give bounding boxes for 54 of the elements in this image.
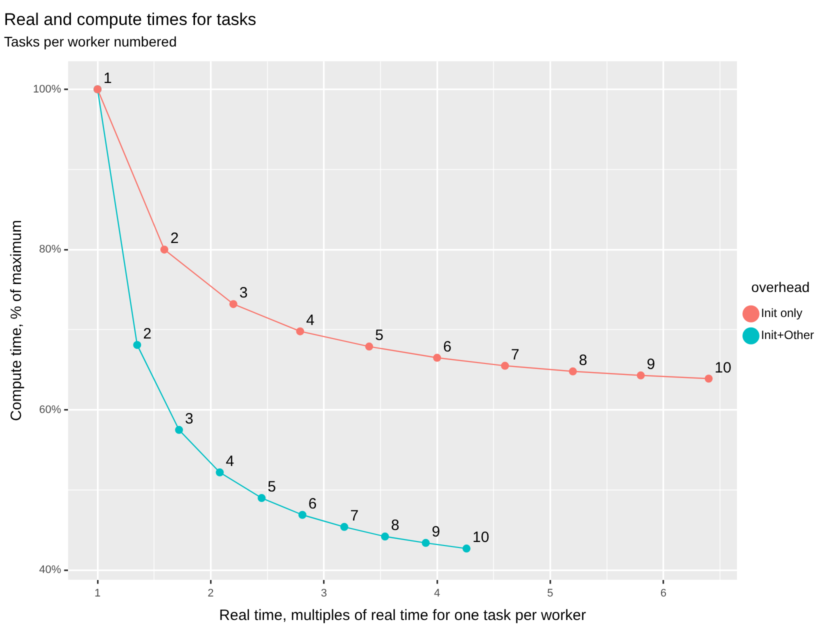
- point: [500, 362, 509, 370]
- annotation: 5: [268, 478, 276, 496]
- annotation: 4: [226, 453, 234, 470]
- annotation: 6: [308, 496, 317, 513]
- point: [704, 374, 713, 383]
- point: [422, 538, 430, 547]
- legend-label: Init+Other: [760, 328, 814, 342]
- annotation: 7: [350, 508, 359, 525]
- point: [296, 327, 304, 336]
- x-tick-label: 3: [320, 587, 327, 600]
- legend-label: Init only: [760, 306, 802, 320]
- annotation: 9: [646, 356, 656, 374]
- point: [216, 468, 224, 476]
- x-tick-label: 4: [434, 587, 440, 600]
- annotation: 5: [375, 327, 384, 344]
- annotation: 10: [472, 529, 490, 546]
- annotation: 8: [578, 352, 588, 370]
- x-tick-label: 2: [208, 587, 214, 600]
- annotation: 3: [185, 410, 194, 428]
- y-tick-label: 40%: [39, 564, 62, 576]
- x-tick-label: 1: [94, 587, 101, 600]
- point: [340, 522, 348, 531]
- chart-title: Real and compute times for tasks: [4, 10, 256, 29]
- point: [433, 354, 442, 362]
- y-axis-title: Compute time, % of maximum: [8, 220, 26, 421]
- annotation: 2: [143, 326, 152, 343]
- point: [568, 367, 577, 376]
- annotation: 1: [104, 70, 112, 87]
- point: [258, 494, 266, 502]
- point: [365, 342, 374, 351]
- x-tick-label: 5: [547, 587, 554, 600]
- annotation: 9: [432, 524, 440, 541]
- point: [298, 510, 306, 519]
- annotation: 7: [510, 346, 520, 364]
- annotation: 10: [714, 359, 732, 376]
- y-tick-label: 80%: [39, 244, 62, 256]
- x-tick-label: 6: [660, 587, 666, 600]
- point: [229, 300, 238, 308]
- annotation: 4: [306, 312, 314, 329]
- point: [636, 371, 645, 380]
- x-axis-title: Real time, multiples of real time for one task per worker: [219, 607, 586, 624]
- y-tick-label: 100%: [32, 83, 62, 96]
- y-tick-label: 60%: [39, 404, 62, 416]
- point: [175, 426, 184, 434]
- annotation: 3: [239, 284, 248, 302]
- point: [381, 532, 390, 541]
- annotation: 8: [391, 517, 400, 534]
- point: [133, 340, 142, 349]
- annotation: 2: [170, 230, 179, 248]
- point: [160, 246, 168, 254]
- annotation: 6: [443, 338, 452, 356]
- legend-title: overhead: [751, 278, 810, 295]
- chart-subtitle: Tasks per worker numbered: [4, 34, 177, 50]
- point: [462, 544, 470, 553]
